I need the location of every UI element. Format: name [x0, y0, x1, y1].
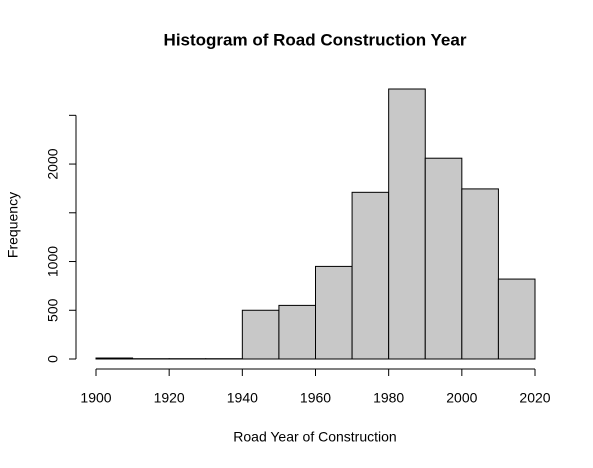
- bar: [497, 278, 536, 360]
- bar: [351, 191, 390, 360]
- y-tick-label: 0: [45, 355, 61, 363]
- y-tick-label: 500: [45, 298, 61, 322]
- x-tick-label: 1960: [300, 390, 331, 406]
- x-tick-label: 2000: [446, 390, 477, 406]
- y-tick-label: 1000: [45, 246, 61, 277]
- x-tick-label: 1900: [80, 390, 111, 406]
- x-tick-label: 1980: [373, 390, 404, 406]
- bar: [278, 304, 316, 360]
- chart-title: Histogram of Road Construction Year: [164, 30, 467, 49]
- bar: [315, 265, 353, 360]
- x-tick-label: 1940: [227, 390, 258, 406]
- bar: [424, 157, 463, 360]
- y-axis-label: Frequency: [5, 192, 21, 258]
- bar: [95, 357, 134, 360]
- x-axis-label: Road Year of Construction: [233, 429, 396, 445]
- x-tick-label: 2020: [519, 390, 550, 406]
- bar: [241, 309, 280, 360]
- bar: [461, 188, 499, 360]
- y-tick-label: 2000: [45, 148, 61, 179]
- x-tick-label: 1920: [154, 390, 185, 406]
- bar: [388, 88, 426, 360]
